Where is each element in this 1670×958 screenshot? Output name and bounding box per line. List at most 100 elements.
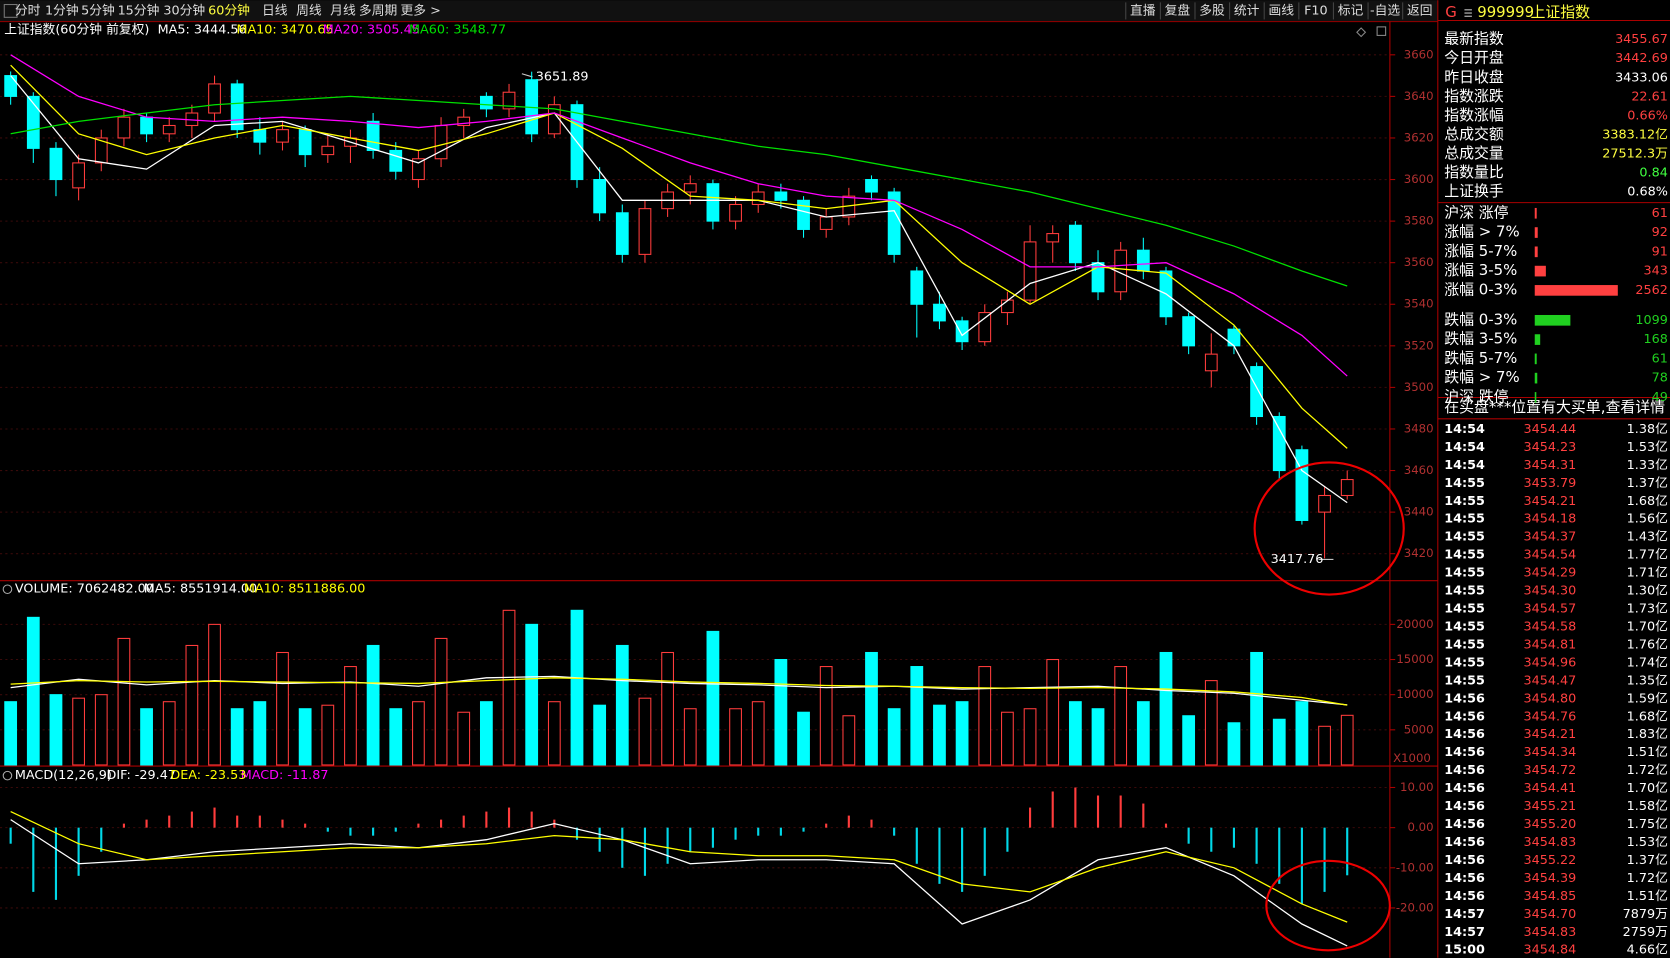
volume-bar [26, 616, 40, 766]
breadth-bar [1534, 314, 1571, 326]
period-tab[interactable]: 15分钟 [118, 2, 160, 18]
stat-value: 27512.3万 [1602, 147, 1668, 162]
breadth-label: 涨幅 3-5% [1444, 261, 1517, 279]
toolbar [0, 0, 1438, 22]
volume-bar [525, 623, 539, 766]
period-tab[interactable]: 分时 [15, 3, 41, 18]
tick-time: 14:55 [1444, 619, 1485, 634]
period-tab[interactable]: 1分钟 [45, 2, 79, 18]
y-tick-label: 3660 [1404, 47, 1434, 61]
period-tab[interactable]: 多周期 [359, 3, 397, 18]
ma-line [10, 819, 1348, 947]
stat-label: 昨日收盘 [1444, 68, 1504, 86]
tick-price: 3454.80 [1523, 691, 1576, 706]
tick-amount: 1.70亿 [1627, 781, 1668, 796]
tick-price: 3455.21 [1523, 799, 1576, 814]
ma-line [10, 95, 1348, 287]
candle-body [547, 104, 561, 135]
alert-message[interactable]: 在买盘***位置有大买单,查看详情 [1444, 398, 1665, 416]
volume-bar [230, 708, 244, 766]
tick-time: 14:56 [1444, 853, 1485, 868]
y-tick-label: 5000 [1404, 722, 1434, 736]
tick-price: 3454.76 [1523, 709, 1576, 724]
tick-amount: 1.70亿 [1627, 619, 1668, 634]
breadth-label: 跌幅 3-5% [1444, 330, 1517, 348]
candle-body [593, 179, 607, 214]
volume-bar [1001, 711, 1014, 766]
tick-amount: 1.56亿 [1627, 512, 1668, 527]
tool-button[interactable]: 直播 [1130, 3, 1156, 18]
tool-button[interactable]: -自选 [1370, 3, 1400, 18]
candle-body [208, 83, 221, 114]
tick-time: 14:56 [1444, 727, 1485, 742]
volume-bar [933, 704, 946, 766]
volume-bar [751, 701, 765, 766]
tick-price: 3455.22 [1523, 853, 1576, 868]
tick-amount: 7879万 [1623, 907, 1668, 922]
tick-price: 3454.31 [1523, 458, 1576, 473]
volume-bar [797, 711, 810, 766]
y-tick-label: 20000 [1396, 617, 1433, 631]
period-tab[interactable]: 60分钟 [208, 2, 250, 18]
period-tab[interactable]: 更多 > [401, 3, 441, 18]
y-tick-label: 3600 [1404, 172, 1434, 186]
legend-item: DEA: -23.53 [170, 768, 246, 783]
tick-amount: 1.53亿 [1627, 835, 1668, 850]
tick-price: 3454.58 [1523, 619, 1576, 634]
breadth-label: 跌幅 0-3% [1444, 310, 1517, 328]
tick-price: 3453.79 [1523, 476, 1576, 491]
candle-body [140, 116, 153, 135]
candle-body [1318, 494, 1331, 513]
volume-bar [1136, 701, 1150, 766]
breadth-bar [1534, 334, 1541, 345]
volume-bar [1046, 658, 1060, 766]
candle-body [321, 145, 335, 156]
tool-button[interactable]: 画线 [1268, 3, 1294, 18]
tick-time: 14:56 [1444, 709, 1485, 724]
tool-button[interactable]: F10 [1304, 3, 1328, 18]
tick-time: 14:55 [1444, 566, 1485, 581]
tool-button[interactable]: 标记 [1338, 3, 1364, 18]
y-tick-label: 0.00 [1407, 820, 1433, 834]
volume-bar [661, 651, 674, 766]
volume-bar [978, 666, 992, 766]
legend-item: MA5: 3444.56 [158, 23, 247, 38]
tick-time: 14:57 [1444, 907, 1485, 922]
breadth-label: 沪深 跌停 [1444, 387, 1508, 405]
tool-button[interactable]: 多股 [1199, 3, 1225, 18]
period-tab[interactable]: 月线 [330, 3, 356, 18]
volume-bar [1227, 722, 1241, 766]
candle-body [955, 320, 969, 343]
candle-body [1250, 366, 1263, 418]
period-tab[interactable]: 周线 [296, 3, 322, 18]
pane-icon[interactable] [2, 584, 13, 595]
period-tab[interactable]: 30分钟 [163, 2, 205, 18]
period-tab[interactable]: 日线 [262, 3, 288, 18]
tool-button[interactable]: 统计 [1234, 3, 1260, 18]
y-tick-label: -10.00 [1396, 860, 1434, 874]
period-tab[interactable]: 5分钟 [81, 2, 115, 18]
candle-body [1204, 353, 1218, 372]
tool-button[interactable]: 复盘 [1165, 2, 1191, 18]
y-tick-label: -20.00 [1396, 900, 1434, 914]
volume-bar [389, 708, 403, 766]
ma-line [10, 75, 1348, 504]
breadth-value: 168 [1643, 332, 1667, 347]
candle-body [26, 95, 40, 149]
tick-price: 3454.37 [1523, 530, 1576, 545]
pane-icon[interactable] [2, 770, 13, 781]
tick-amount: 1.37亿 [1627, 853, 1668, 868]
tick-time: 14:55 [1444, 673, 1485, 688]
tick-amount: 1.53亿 [1627, 440, 1668, 455]
breadth-label: 跌幅 > 7% [1444, 368, 1519, 386]
tick-amount: 1.51亿 [1627, 745, 1668, 760]
tool-button[interactable]: 返回 [1407, 3, 1433, 18]
menu-icon[interactable] [3, 3, 18, 18]
tick-time: 14:54 [1444, 422, 1485, 437]
breadth-value: 2562 [1635, 283, 1668, 298]
volume-bar [253, 701, 267, 766]
ma-line [10, 54, 1348, 377]
volume-bar [1023, 708, 1037, 766]
icon[interactable] [1376, 26, 1387, 36]
icon[interactable] [1356, 27, 1367, 38]
